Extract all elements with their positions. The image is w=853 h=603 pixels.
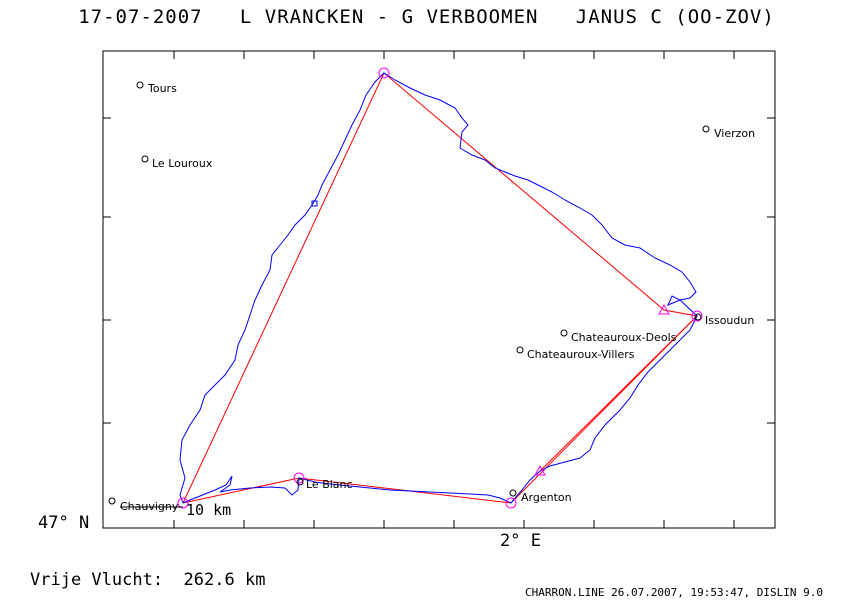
place-marker-argenton <box>509 489 517 497</box>
flight-date: 17-07-2007 <box>78 6 203 28</box>
place-label-chateauroux-villers: Chateauroux-Villers <box>527 348 635 361</box>
latitude-label: 47° N <box>38 513 90 533</box>
scale-label: 10 km <box>186 501 231 519</box>
distance-readout: Vrije Vlucht: 262.6 km <box>30 570 265 590</box>
place-marker-chateauroux-deols <box>560 329 568 337</box>
longitude-label: 2° E <box>500 531 541 551</box>
axis-ticks <box>103 51 775 528</box>
track-marker <box>311 200 318 207</box>
footer-info: CHARRON.LINE 26.07.2007, 19:53:47, DISLI… <box>524 586 823 599</box>
place-marker-chateauroux-villers <box>516 346 524 354</box>
task-line-return <box>539 315 698 472</box>
turnpoint-marker-triangle <box>658 303 670 315</box>
place-marker-le-louroux <box>141 155 149 163</box>
place-marker-tours <box>136 81 144 89</box>
flight-track <box>179 72 698 504</box>
distance-value: 262.6 km <box>183 570 266 590</box>
place-marker-issoudun <box>694 313 702 321</box>
turnpoint-1 <box>378 67 390 79</box>
glider-name: JANUS C (OO-ZOV) <box>575 6 775 28</box>
page-title: 17-07-2007 L VRANCKEN - G VERBOOMEN JANU… <box>0 6 853 28</box>
place-marker-le-blanc <box>296 478 304 486</box>
turnpoint-3 <box>505 497 517 509</box>
place-markers <box>108 81 710 505</box>
turnpoints <box>177 67 703 509</box>
place-marker-chauvigny <box>108 497 116 505</box>
turnpoint-4 <box>293 472 305 484</box>
place-label-le-blanc: Le Blanc <box>306 478 353 491</box>
place-label-tours: Tours <box>147 82 177 95</box>
turnpoint-marker-triangle-2 <box>534 464 546 476</box>
place-label-vierzon: Vierzon <box>714 127 755 140</box>
pilot-names: L VRANCKEN - G VERBOOMEN <box>239 6 539 28</box>
place-label-le-louroux: Le Louroux <box>152 157 213 170</box>
turnpoint-2 <box>691 310 703 322</box>
place-marker-vierzon <box>702 125 710 133</box>
map-frame <box>102 50 776 529</box>
place-label-argenton: Argenton <box>521 491 572 504</box>
turnpoint-start <box>177 497 189 509</box>
place-label-issoudun: Issoudun <box>705 314 754 327</box>
place-label-chateauroux-deols: Chateauroux-Deols <box>571 331 677 344</box>
distance-caption: Vrije Vlucht: <box>30 570 164 590</box>
